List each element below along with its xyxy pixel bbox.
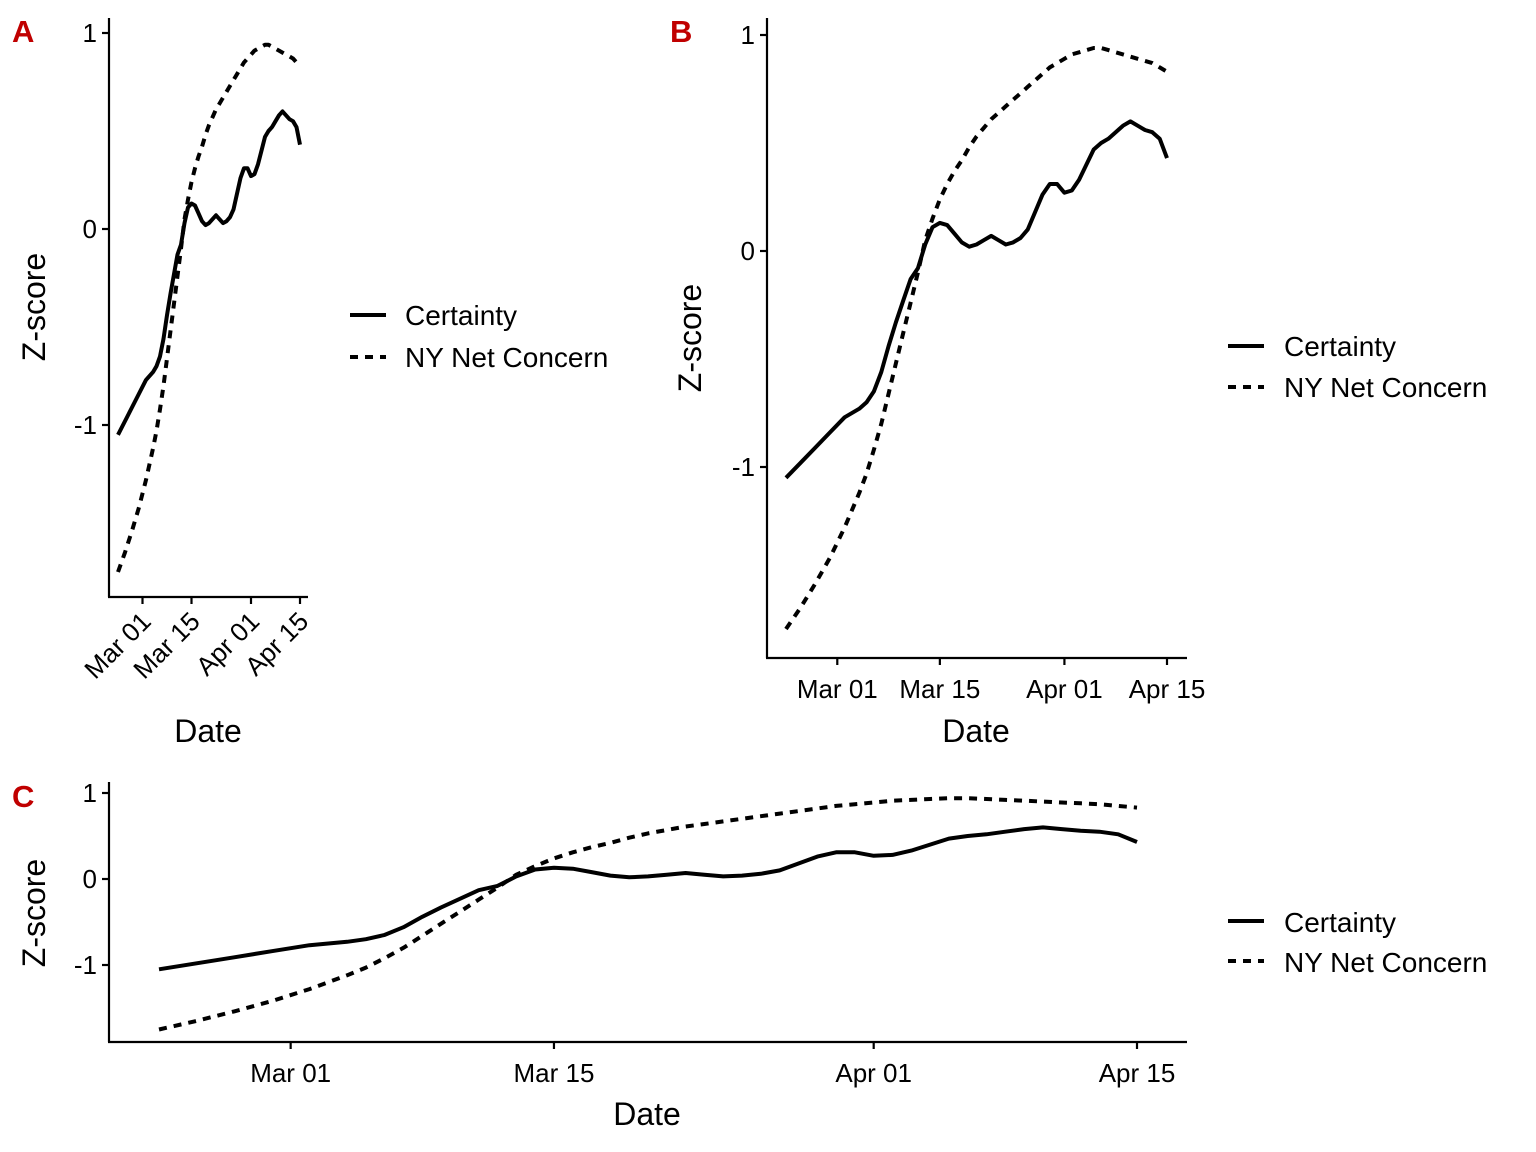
- panel-c-y-axis-title: Z-score: [16, 859, 52, 967]
- panel-b-legend-label-ny-net-concern: NY Net Concern: [1284, 372, 1487, 403]
- panel-b-x-tick-label: Mar 01: [797, 674, 878, 704]
- panel-a: A Date Z-score Certainty NY Net Concern …: [12, 14, 608, 749]
- panel-a-legend-label-ny-net-concern: NY Net Concern: [405, 342, 608, 373]
- panel-b-y-tick-label: 1: [741, 20, 755, 50]
- panel-b-x-tick-label: Mar 15: [899, 674, 980, 704]
- panel-a-y-tick-label: 1: [83, 18, 97, 48]
- panel-c-plot-area: [158, 796, 1138, 1032]
- panel-a-y-axis-title: Z-score: [16, 253, 52, 361]
- panel-b-y-tick-label: 0: [741, 236, 755, 266]
- panel-b-legend: Certainty NY Net Concern: [1228, 331, 1487, 403]
- panel-c-x-tick-label: Mar 15: [514, 1058, 595, 1088]
- panel-a-legend: Certainty NY Net Concern: [350, 300, 608, 373]
- panel-c-series-ny-net-concern: [158, 796, 1138, 1032]
- panel-b: B Date Z-score Certainty NY Net Concern …: [670, 14, 1487, 749]
- panel-a-y-tick-label: 0: [83, 214, 97, 244]
- panel-letter-a: A: [12, 14, 34, 49]
- panel-b-series-certainty: [784, 119, 1169, 480]
- panel-c-x-tick-label: Mar 01: [250, 1058, 331, 1088]
- panel-letter-b: B: [670, 14, 692, 49]
- panel-c-y-tick-label: 1: [83, 778, 97, 808]
- panel-c-legend: Certainty NY Net Concern: [1228, 907, 1487, 978]
- panel-a-y-tick-label: -1: [74, 410, 97, 440]
- panel-b-legend-label-certainty: Certainty: [1284, 331, 1396, 362]
- panel-c-y-tick-label: 0: [83, 864, 97, 894]
- panel-c-x-tick-label: Apr 15: [1099, 1058, 1176, 1088]
- panel-a-legend-label-certainty: Certainty: [405, 300, 517, 331]
- panel-c: C Date Z-score Certainty NY Net Concern …: [12, 778, 1487, 1132]
- panel-b-x-axis-title: Date: [942, 713, 1010, 749]
- panel-c-legend-label-certainty: Certainty: [1284, 907, 1396, 938]
- panel-b-series-ny-net-concern: [784, 46, 1169, 631]
- panel-c-series-certainty: [158, 825, 1138, 972]
- panel-c-x-tick-label: Apr 01: [835, 1058, 912, 1088]
- panel-b-plot-area: [784, 46, 1169, 631]
- panel-c-x-axis-title: Date: [613, 1096, 681, 1132]
- panel-a-series-certainty: [116, 109, 302, 436]
- panel-b-x-tick-label: Apr 01: [1026, 674, 1103, 704]
- panel-a-plot-area: [116, 42, 302, 573]
- panel-letter-c: C: [12, 779, 34, 814]
- panel-b-y-tick-label: -1: [732, 452, 755, 482]
- panel-a-x-axis-title: Date: [174, 713, 242, 749]
- panel-b-x-tick-label: Apr 15: [1129, 674, 1206, 704]
- panel-c-legend-label-ny-net-concern: NY Net Concern: [1284, 947, 1487, 978]
- panel-c-y-tick-label: -1: [74, 950, 97, 980]
- panel-b-y-axis-title: Z-score: [672, 284, 708, 392]
